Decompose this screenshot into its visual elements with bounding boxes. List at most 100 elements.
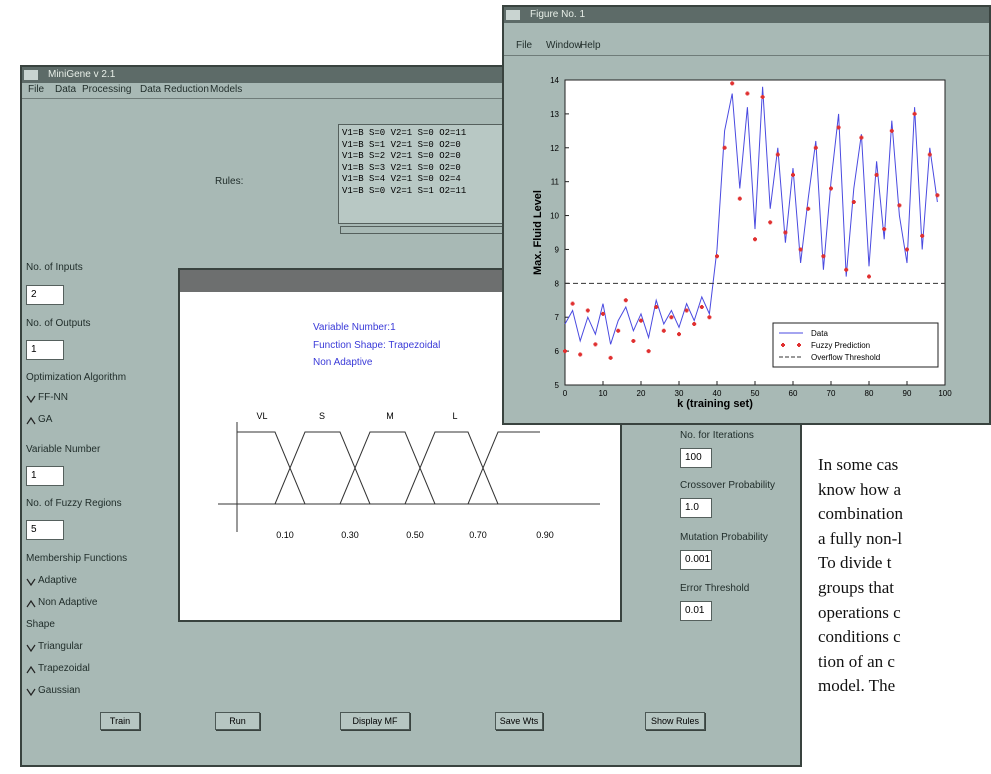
radio-mark — [27, 418, 35, 424]
radio-label[interactable]: Gaussian — [38, 685, 80, 696]
field-label: Membership Functions — [26, 553, 127, 564]
text-field[interactable]: 100 — [680, 448, 712, 468]
text-line: model. The — [818, 676, 895, 696]
rules-label: Rules: — [215, 176, 243, 187]
page: {"main_window": {"title": "MiniGene v 2.… — [0, 0, 991, 774]
menu-item[interactable]: Data — [55, 84, 76, 95]
region-label: VL — [256, 411, 267, 421]
x-tick-label: 100 — [938, 389, 952, 398]
radio-button[interactable] — [26, 643, 36, 653]
x-tick-label: 90 — [903, 389, 912, 398]
menu-item[interactable]: File — [28, 84, 44, 95]
text-field[interactable]: 1.0 — [680, 498, 712, 518]
field-label: Crossover Probability — [680, 480, 775, 491]
radio-label[interactable]: Adaptive — [38, 575, 77, 586]
text-line: In some cas — [818, 455, 898, 475]
y-tick-label: 13 — [550, 110, 559, 119]
x-tick-label: 0 — [563, 389, 568, 398]
radio-label[interactable]: Trapezoidal — [38, 663, 90, 674]
rule-line: V1=B S=1 V2=1 S=0 O2=0 — [342, 140, 504, 152]
radio-mark — [27, 667, 35, 673]
radio-mark — [27, 396, 35, 402]
radio-button[interactable] — [26, 687, 36, 697]
x-tick-label: 20 — [637, 389, 646, 398]
text-line: combination — [818, 504, 903, 524]
region-label: L — [452, 411, 457, 421]
y-tick-label: 7 — [555, 313, 560, 322]
x-tick-label: 60 — [789, 389, 798, 398]
text-field[interactable]: 2 — [26, 285, 64, 305]
radio-label[interactable]: FF-NN — [38, 392, 68, 403]
y-tick-label: 6 — [555, 347, 560, 356]
button[interactable]: Display MF — [340, 712, 410, 730]
y-tick-label: 12 — [550, 144, 559, 153]
field-label: Error Threshold — [680, 583, 749, 594]
rule-line: V1=B S=0 V2=1 S=0 O2=11 — [342, 128, 504, 140]
text-line: tion of an c — [818, 652, 895, 672]
window-menu-icon — [506, 10, 520, 20]
y-tick-label: 14 — [550, 76, 559, 85]
rule-line: V1=B S=3 V2=1 S=0 O2=0 — [342, 163, 504, 175]
radio-mark — [27, 689, 35, 695]
field-label: No. for Iterations — [680, 430, 754, 441]
button[interactable]: Run — [215, 712, 260, 730]
menu-item[interactable]: Processing — [82, 84, 131, 95]
radio-mark — [27, 601, 35, 607]
axis-label: 0.50 — [406, 530, 424, 540]
scroll-bar — [340, 226, 507, 234]
field-label: Optimization Algorithm — [26, 372, 126, 383]
y-tick-label: 8 — [555, 279, 560, 288]
button[interactable]: Train — [100, 712, 140, 730]
x-tick-label: 30 — [675, 389, 684, 398]
radio-button[interactable] — [26, 665, 36, 675]
text-line: a fully non-l — [818, 529, 902, 549]
text-line: conditions c — [818, 627, 901, 647]
text-field[interactable]: 0.001 — [680, 550, 712, 570]
legend-label: Overflow Threshold — [811, 353, 880, 362]
field-label: Mutation Probability — [680, 532, 768, 543]
rule-line: V1=B S=4 V2=1 S=0 O2=4 — [342, 174, 504, 186]
x-axis-label: k (training set) — [677, 398, 753, 410]
radio-label[interactable]: GA — [38, 414, 52, 425]
radio-button[interactable] — [26, 416, 36, 426]
menu-item[interactable]: Window — [546, 40, 582, 51]
text-field[interactable]: 1 — [26, 466, 64, 486]
radio-button[interactable] — [26, 599, 36, 609]
text-line: groups that — [818, 578, 894, 598]
x-tick-label: 50 — [751, 389, 760, 398]
x-tick-label: 40 — [713, 389, 722, 398]
axis-label: 0.90 — [536, 530, 554, 540]
radio-mark — [27, 579, 35, 585]
radio-button[interactable] — [26, 577, 36, 587]
text-line: operations c — [818, 603, 901, 623]
text-field[interactable]: 1 — [26, 340, 64, 360]
rule-line: V1=B S=2 V2=1 S=0 O2=0 — [342, 151, 504, 163]
text-field[interactable]: 0.01 — [680, 601, 712, 621]
menu-item[interactable]: Models — [210, 84, 242, 95]
field-label: No. of Inputs — [26, 262, 83, 273]
menu-item[interactable]: File — [516, 40, 532, 51]
text-field[interactable]: 5 — [26, 520, 64, 540]
axis-label: 0.10 — [276, 530, 294, 540]
button[interactable]: Save Wts — [495, 712, 543, 730]
radio-label[interactable]: Non Adaptive — [38, 597, 98, 608]
button[interactable]: Show Rules — [645, 712, 705, 730]
text-line: know how a — [818, 480, 901, 500]
axis-label: 0.30 — [341, 530, 359, 540]
menu-item[interactable]: Help — [580, 40, 601, 51]
y-tick-label: 5 — [555, 381, 560, 390]
legend-label: Fuzzy Prediction — [811, 341, 870, 350]
y-tick-label: 11 — [551, 178, 560, 187]
radio-label[interactable]: Triangular — [38, 641, 83, 652]
field-label: No. of Fuzzy Regions — [26, 498, 122, 509]
field-label: Variable Number — [26, 444, 100, 455]
x-tick-label: 80 — [865, 389, 874, 398]
text-line: To divide t — [818, 553, 891, 573]
radio-button[interactable] — [26, 394, 36, 404]
y-axis-label: Max. Fluid Level — [532, 190, 544, 275]
radio-mark — [27, 645, 35, 651]
menu-item[interactable]: Data Reduction — [140, 84, 209, 95]
legend-label: Data — [811, 329, 828, 338]
